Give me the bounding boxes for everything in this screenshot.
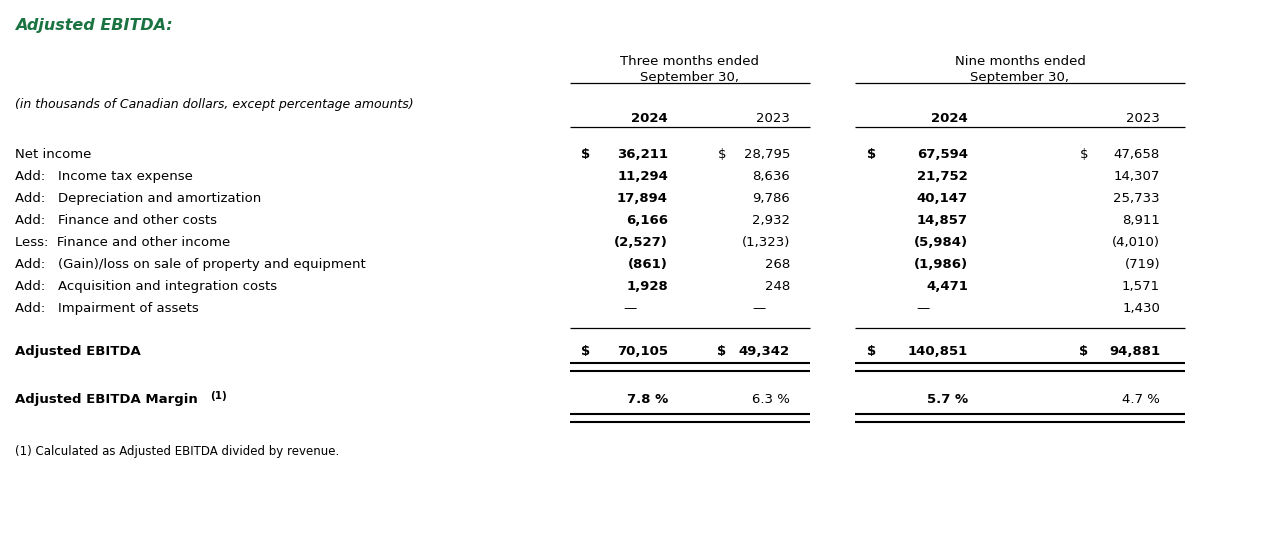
Text: 70,105: 70,105 xyxy=(617,345,668,358)
Text: 6.3 %: 6.3 % xyxy=(753,393,790,406)
Text: 4,471: 4,471 xyxy=(927,280,967,293)
Text: 2024: 2024 xyxy=(631,112,668,125)
Text: (1,986): (1,986) xyxy=(914,258,967,271)
Text: Add:   Income tax expense: Add: Income tax expense xyxy=(15,170,193,183)
Text: Add:   (Gain)/loss on sale of property and equipment: Add: (Gain)/loss on sale of property and… xyxy=(15,258,366,271)
Text: $: $ xyxy=(717,148,726,161)
Text: 47,658: 47,658 xyxy=(1113,148,1160,161)
Text: 1,571: 1,571 xyxy=(1122,280,1160,293)
Text: 4.7 %: 4.7 % xyxy=(1122,393,1160,406)
Text: $: $ xyxy=(1080,148,1088,161)
Text: Adjusted EBITDA: Adjusted EBITDA xyxy=(15,345,141,358)
Text: 14,307: 14,307 xyxy=(1113,170,1160,183)
Text: (861): (861) xyxy=(627,258,668,271)
Text: (5,984): (5,984) xyxy=(914,236,967,249)
Text: (1): (1) xyxy=(210,391,226,401)
Text: 8,636: 8,636 xyxy=(753,170,790,183)
Text: (2,527): (2,527) xyxy=(615,236,668,249)
Text: 25,733: 25,733 xyxy=(1113,192,1160,205)
Text: $: $ xyxy=(1079,345,1088,358)
Text: Three months ended
September 30,: Three months ended September 30, xyxy=(621,55,759,85)
Text: 36,211: 36,211 xyxy=(617,148,668,161)
Text: 5.7 %: 5.7 % xyxy=(927,393,967,406)
Text: Net income: Net income xyxy=(15,148,91,161)
Text: $: $ xyxy=(866,148,875,161)
Text: 2,932: 2,932 xyxy=(751,214,790,227)
Text: 17,894: 17,894 xyxy=(617,192,668,205)
Text: Adjusted EBITDA:: Adjusted EBITDA: xyxy=(15,18,173,33)
Text: $: $ xyxy=(866,345,875,358)
Text: (719): (719) xyxy=(1125,258,1160,271)
Text: $: $ xyxy=(581,148,590,161)
Text: Add:   Impairment of assets: Add: Impairment of assets xyxy=(15,302,199,315)
Text: 7.8 %: 7.8 % xyxy=(626,393,668,406)
Text: (1) Calculated as Adjusted EBITDA divided by revenue.: (1) Calculated as Adjusted EBITDA divide… xyxy=(15,445,339,458)
Text: 21,752: 21,752 xyxy=(918,170,967,183)
Text: Add:   Depreciation and amortization: Add: Depreciation and amortization xyxy=(15,192,261,205)
Text: Nine months ended
September 30,: Nine months ended September 30, xyxy=(955,55,1085,85)
Text: 2023: 2023 xyxy=(1126,112,1160,125)
Text: $: $ xyxy=(717,345,726,358)
Text: Less:  Finance and other income: Less: Finance and other income xyxy=(15,236,230,249)
Text: 8,911: 8,911 xyxy=(1122,214,1160,227)
Text: (in thousands of Canadian dollars, except percentage amounts): (in thousands of Canadian dollars, excep… xyxy=(15,98,414,111)
Text: 40,147: 40,147 xyxy=(916,192,967,205)
Text: (4,010): (4,010) xyxy=(1112,236,1160,249)
Text: 1,928: 1,928 xyxy=(626,280,668,293)
Text: 2023: 2023 xyxy=(757,112,790,125)
Text: —: — xyxy=(624,302,636,315)
Text: 49,342: 49,342 xyxy=(739,345,790,358)
Text: 248: 248 xyxy=(764,280,790,293)
Text: —: — xyxy=(916,302,929,315)
Text: 1,430: 1,430 xyxy=(1122,302,1160,315)
Text: 14,857: 14,857 xyxy=(918,214,967,227)
Text: 2024: 2024 xyxy=(932,112,967,125)
Text: 67,594: 67,594 xyxy=(918,148,967,161)
Text: Add:   Finance and other costs: Add: Finance and other costs xyxy=(15,214,217,227)
Text: 9,786: 9,786 xyxy=(753,192,790,205)
Text: 94,881: 94,881 xyxy=(1109,345,1160,358)
Text: 268: 268 xyxy=(764,258,790,271)
Text: 28,795: 28,795 xyxy=(744,148,790,161)
Text: 11,294: 11,294 xyxy=(617,170,668,183)
Text: Adjusted EBITDA Margin: Adjusted EBITDA Margin xyxy=(15,393,202,406)
Text: 140,851: 140,851 xyxy=(907,345,967,358)
Text: —: — xyxy=(753,302,766,315)
Text: 6,166: 6,166 xyxy=(626,214,668,227)
Text: (1,323): (1,323) xyxy=(741,236,790,249)
Text: $: $ xyxy=(581,345,590,358)
Text: Add:   Acquisition and integration costs: Add: Acquisition and integration costs xyxy=(15,280,277,293)
